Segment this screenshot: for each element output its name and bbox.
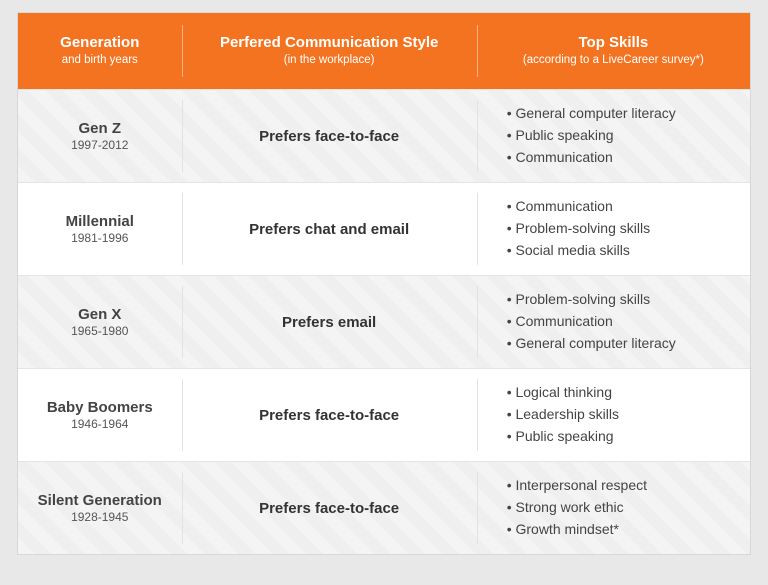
header-communication-title: Perfered Communication Style	[220, 34, 438, 52]
header-communication: Perfered Communication Style (in the wor…	[182, 13, 477, 89]
skill-item: Logical thinking	[507, 382, 750, 404]
header-skills-sub: (according to a LiveCareer survey*)	[523, 54, 704, 68]
skill-item: Problem-solving skills	[507, 289, 750, 311]
header-generation: Generation and birth years	[18, 13, 182, 89]
communication-cell: Prefers face-to-face	[182, 369, 477, 461]
skill-item: Strong work ethic	[507, 497, 750, 519]
skill-item: Leadership skills	[507, 404, 750, 426]
table-row: Gen Z1997-2012 Prefers face-to-face Genera…	[18, 89, 750, 182]
header-generation-title: Generation	[60, 34, 139, 52]
generations-table: Generation and birth years Perfered Comm…	[17, 12, 751, 555]
skills-cell: CommunicationProblem-solving skillsSocia…	[477, 183, 750, 275]
communication-text: Prefers face-to-face	[259, 407, 399, 424]
skills-cell: General computer literacyPublic speaking…	[477, 90, 750, 182]
skill-item: Communication	[507, 311, 750, 333]
generation-years: 1997-2012	[71, 138, 128, 152]
generation-name: Gen Z	[79, 120, 122, 137]
table-row: Baby Boomers1946-1964 Prefers face-to-fac…	[18, 368, 750, 461]
skill-item: Interpersonal respect	[507, 475, 750, 497]
communication-text: Prefers face-to-face	[259, 500, 399, 517]
generation-years: 1928-1945	[71, 510, 128, 524]
generation-cell: Baby Boomers1946-1964	[18, 369, 182, 461]
communication-text: Prefers face-to-face	[259, 128, 399, 145]
table-row: Silent Generation1928-1945 Prefers face-t…	[18, 461, 750, 554]
table-header-row: Generation and birth years Perfered Comm…	[18, 13, 750, 89]
header-skills-title: Top Skills	[578, 34, 648, 52]
communication-cell: Prefers email	[182, 276, 477, 368]
header-communication-sub: (in the workplace)	[284, 54, 375, 68]
skill-item: Communication	[507, 147, 750, 169]
generation-cell: Gen X1965-1980	[18, 276, 182, 368]
generation-years: 1981-1996	[71, 231, 128, 245]
generation-cell: Silent Generation1928-1945	[18, 462, 182, 554]
skill-item: Public speaking	[507, 125, 750, 147]
skills-cell: Interpersonal respectStrong work ethicGr…	[477, 462, 750, 554]
communication-cell: Prefers face-to-face	[182, 90, 477, 182]
generation-years: 1946-1964	[71, 417, 128, 431]
skill-item: Communication	[507, 196, 750, 218]
skill-item: General computer literacy	[507, 103, 750, 125]
generation-cell: Gen Z1997-2012	[18, 90, 182, 182]
skill-item: Problem-solving skills	[507, 218, 750, 240]
generation-name: Millennial	[66, 213, 134, 230]
communication-cell: Prefers face-to-face	[182, 462, 477, 554]
communication-cell: Prefers chat and email	[182, 183, 477, 275]
table-row: Millennial1981-1996 Prefers chat and emai…	[18, 182, 750, 275]
table-row: Gen X1965-1980 Prefers email Problem-solvi…	[18, 275, 750, 368]
communication-text: Prefers chat and email	[249, 221, 409, 238]
skill-item: Public speaking	[507, 426, 750, 448]
generation-name: Gen X	[78, 306, 121, 323]
skill-item: Growth mindset*	[507, 519, 750, 541]
communication-text: Prefers email	[282, 314, 376, 331]
generation-years: 1965-1980	[71, 324, 128, 338]
skill-item: Social media skills	[507, 240, 750, 262]
generation-name: Baby Boomers	[47, 399, 153, 416]
generation-name: Silent Generation	[38, 492, 162, 509]
skill-item: General computer literacy	[507, 333, 750, 355]
skills-cell: Logical thinkingLeadership skillsPublic …	[477, 369, 750, 461]
header-generation-sub: and birth years	[62, 54, 138, 68]
skills-cell: Problem-solving skillsCommunicationGener…	[477, 276, 750, 368]
generation-cell: Millennial1981-1996	[18, 183, 182, 275]
header-skills: Top Skills (according to a LiveCareer su…	[477, 13, 750, 89]
table-body: Gen Z1997-2012 Prefers face-to-face Genera…	[18, 89, 750, 554]
